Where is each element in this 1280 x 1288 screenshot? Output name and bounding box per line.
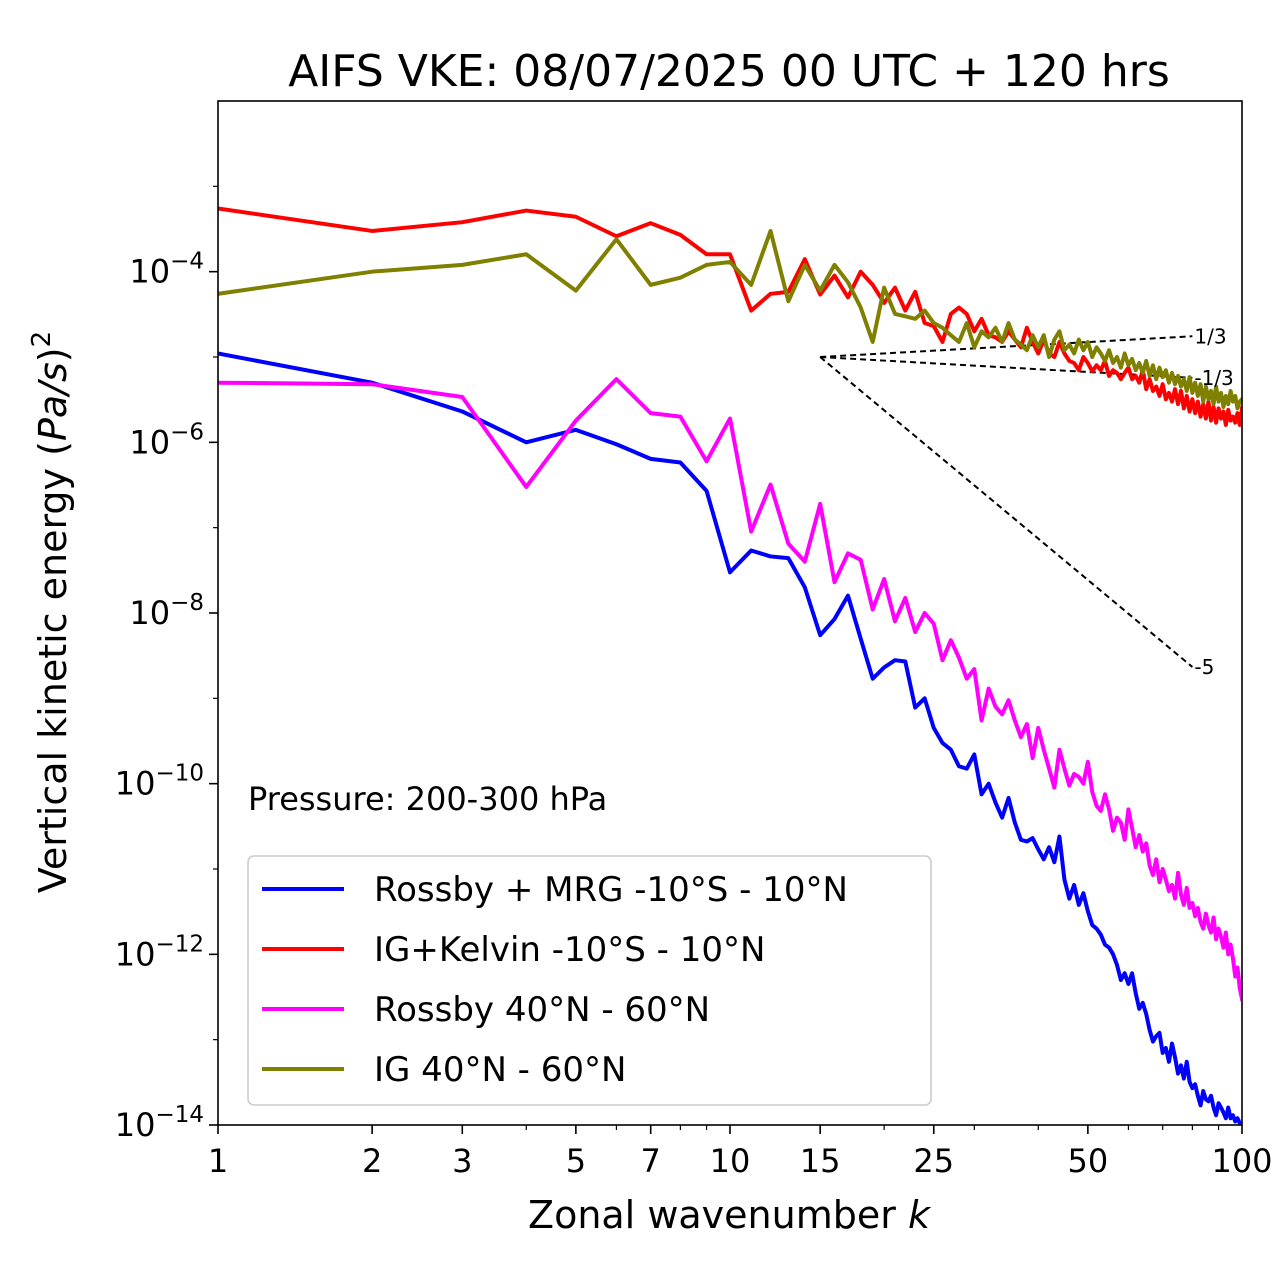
- y-axis-title: Vertical kinetic energy (Pa/s)2: [27, 331, 75, 893]
- y-tick-label: 10−8: [129, 590, 204, 632]
- x-axis-title-variable: k: [908, 1193, 932, 1237]
- x-axis: 1 2 3 5 7 10 15 25 50 100: [208, 1125, 1273, 1180]
- y-tick-label-exponent: −6: [170, 419, 204, 445]
- series-lines: [218, 206, 1242, 1125]
- y-tick-label-base: 10: [129, 253, 170, 291]
- legend-entry-label: IG 40°N - 60°N: [374, 1050, 626, 1090]
- y-tick-label-base: 10: [115, 765, 156, 803]
- y-axis-title-variable: Pa/s: [31, 362, 75, 441]
- y-tick-label-base: 10: [129, 423, 170, 461]
- pressure-annotation: Pressure: 200-300 hPa: [248, 780, 607, 818]
- y-tick-label: 10−14: [115, 1102, 204, 1144]
- y-axis-title-close: ): [31, 347, 75, 362]
- legend-frame: [247, 855, 932, 1106]
- y-tick-label-base: 10: [129, 594, 170, 632]
- y-tick-label: 10−6: [129, 419, 204, 461]
- reference-line-label: -1/3: [1194, 366, 1233, 390]
- legend: Rossby + MRG -10°S - 10°N IG+Kelvin -10°S…: [247, 855, 932, 1106]
- x-tick-label: 1: [208, 1142, 228, 1180]
- x-tick-label: 7: [641, 1142, 661, 1180]
- series-line-4: [218, 228, 1242, 411]
- x-tick-label: 15: [800, 1142, 841, 1180]
- x-tick-label: 5: [566, 1142, 586, 1180]
- reference-line-slope: [820, 335, 1193, 358]
- y-axis-title-exponent: 2: [27, 331, 57, 348]
- series-line-3: [218, 377, 1242, 1002]
- x-tick-label: 3: [452, 1142, 472, 1180]
- legend-entry-label: IG+Kelvin -10°S - 10°N: [374, 930, 765, 970]
- y-tick-label-exponent: −14: [155, 1102, 204, 1128]
- x-tick-label: 2: [362, 1142, 382, 1180]
- legend-entry-label: Rossby 40°N - 60°N: [374, 990, 710, 1030]
- x-tick-label: 100: [1211, 1142, 1272, 1180]
- x-tick-label: 10: [710, 1142, 751, 1180]
- y-tick-label: 10−10: [115, 761, 204, 803]
- y-tick-label-exponent: −8: [170, 590, 204, 616]
- y-tick-label-exponent: −10: [155, 761, 204, 787]
- y-tick-label-exponent: −4: [170, 249, 204, 275]
- reference-line-label: 1/3: [1194, 324, 1226, 348]
- y-axis-title-text: Vertical kinetic energy (: [31, 441, 75, 893]
- y-tick-label-base: 10: [115, 935, 156, 973]
- y-tick-label: 10−12: [115, 931, 204, 973]
- reference-line-slope: [819, 356, 1194, 668]
- chart-title: AIFS VKE: 08/07/2025 00 UTC + 120 hrs: [288, 46, 1170, 97]
- y-tick-label-base: 10: [115, 1106, 156, 1144]
- series-line-2: [218, 206, 1242, 427]
- y-tick-label-exponent: −12: [155, 931, 204, 957]
- legend-entry-label: Rossby + MRG -10°S - 10°N: [374, 870, 848, 910]
- x-tick-label: 50: [1068, 1142, 1109, 1180]
- x-tick-label: 25: [913, 1142, 954, 1180]
- series-line-1: [218, 351, 1242, 1125]
- reference-line-label: -5: [1194, 655, 1214, 679]
- reference-slope-labels: 1/3 -1/3 -5: [1194, 324, 1233, 679]
- x-axis-title-text: Zonal wavenumber: [528, 1193, 908, 1237]
- x-axis-title: Zonal wavenumber k: [528, 1193, 932, 1237]
- y-tick-label: 10−4: [129, 249, 204, 291]
